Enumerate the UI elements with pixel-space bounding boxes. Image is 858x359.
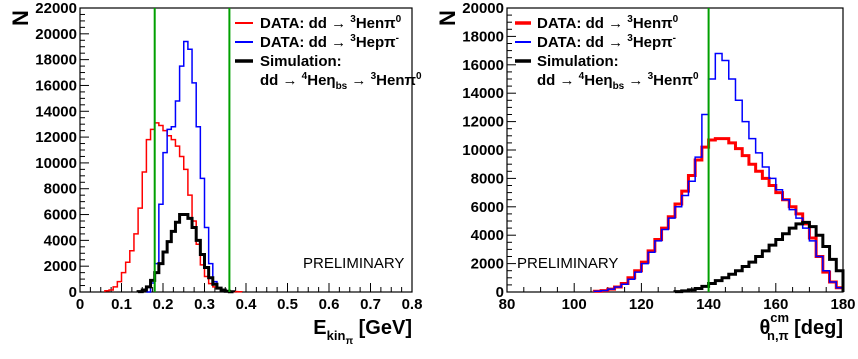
legend-entry: DATA: dd → 3Hepπ- xyxy=(537,33,676,51)
x-tick-label: 140 xyxy=(696,296,721,313)
y-tick-label: 16000 xyxy=(35,77,77,94)
x-tick-label: 180 xyxy=(830,296,855,313)
x-tick-label: 0.6 xyxy=(319,296,340,313)
y-tick-label: 0 xyxy=(496,284,504,301)
y-axis-title: N xyxy=(8,10,33,26)
y-tick-label: 14000 xyxy=(462,85,504,102)
y-tick-label: 6000 xyxy=(44,207,77,224)
x-axis-title: θcm n,π [deg] xyxy=(759,310,843,343)
legend-entry: Simulation: xyxy=(537,53,619,70)
x-tick-label: 0.5 xyxy=(277,296,298,313)
x-tick-label: 120 xyxy=(629,296,654,313)
y-tick-label: 20000 xyxy=(462,0,504,17)
histogram-panel-2: 0 2000 4000 6000 8000 10000 12000 14000 16000 180… xyxy=(435,0,856,343)
x-tick-label: 0.7 xyxy=(360,296,381,313)
legend-entry: DATA: dd → 3Hepπ- xyxy=(260,33,399,51)
x-axis-title: Ekinπ [GeV] xyxy=(313,317,412,347)
histogram-series-3 xyxy=(673,220,845,294)
x-tick-label: 80 xyxy=(499,296,516,313)
y-tick-label: 8000 xyxy=(471,170,504,187)
y-tick-label: 6000 xyxy=(471,199,504,216)
y-tick-label: 22000 xyxy=(35,0,77,17)
y-tick-label: 0 xyxy=(69,284,77,301)
y-tick-label: 10000 xyxy=(35,155,77,172)
x-tick-label: 0.3 xyxy=(194,296,215,313)
legend-entry: DATA: dd → 3Henπ0 xyxy=(537,14,679,32)
y-tick-label: 2000 xyxy=(44,258,77,275)
x-tick-label: 160 xyxy=(763,296,788,313)
histogram-series-1 xyxy=(592,137,845,293)
x-tick-label: 0.2 xyxy=(153,296,174,313)
legend-entry-reaction: dd → 4Heηbs → 3Henπ0 xyxy=(537,71,699,92)
y-tick-label: 8000 xyxy=(44,181,77,198)
preliminary-annotation: PRELIMINARY xyxy=(517,255,618,272)
y-tick-label: 10000 xyxy=(462,142,504,159)
x-tick-label: 100 xyxy=(562,296,587,313)
y-tick-label: 4000 xyxy=(44,232,77,249)
histogram-series-3 xyxy=(136,213,236,294)
legend-entry: Simulation: xyxy=(260,53,342,70)
y-tick-label: 2000 xyxy=(471,256,504,273)
y-tick-label: 16000 xyxy=(462,57,504,74)
legend-entry: DATA: dd → 3Henπ0 xyxy=(260,14,402,32)
y-tick-label: 12000 xyxy=(35,129,77,146)
histogram-panel-1: 0 2000 4000 6000 8000 10000 12000 14000 16000 180… xyxy=(8,0,422,347)
x-tick-label: 0.4 xyxy=(236,296,258,313)
x-tick-label: 0.8 xyxy=(402,296,423,313)
y-tick-label: 14000 xyxy=(35,103,77,120)
x-tick-label: 0.1 xyxy=(111,296,132,313)
y-tick-label: 18000 xyxy=(462,28,504,45)
preliminary-annotation: PRELIMINARY xyxy=(303,255,404,272)
legend-entry-reaction: dd → 4Heηbs → 3Henπ0 xyxy=(260,71,422,92)
y-tick-label: 12000 xyxy=(462,114,504,131)
y-axis-title: N xyxy=(435,10,460,26)
y-tick-label: 4000 xyxy=(471,227,504,244)
y-tick-label: 18000 xyxy=(35,52,77,69)
x-tick-label: 0 xyxy=(76,296,84,313)
histogram-series-1 xyxy=(104,122,243,293)
y-tick-label: 20000 xyxy=(35,26,77,43)
histogram-series-2 xyxy=(593,52,844,293)
histogram-series-2 xyxy=(146,40,231,293)
